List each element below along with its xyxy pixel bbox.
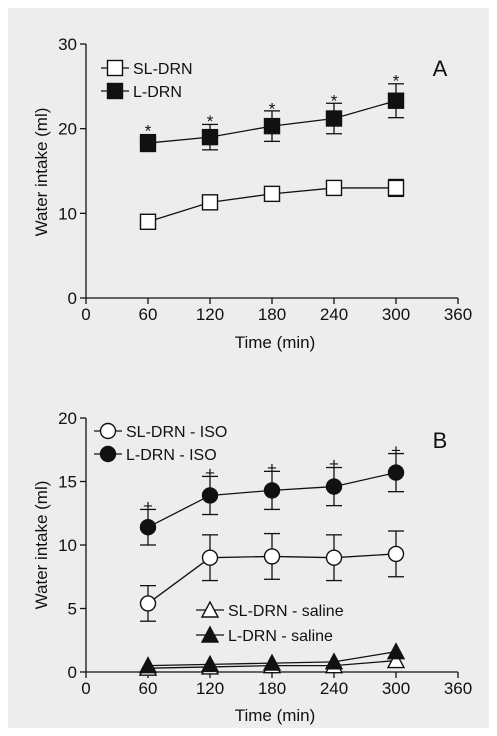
significance-mark: + [391,441,401,460]
data-point-0 [387,179,405,197]
data-point-3 [138,656,158,674]
xlabel-b: Time (min) [235,706,316,725]
data-point-1 [139,134,157,152]
x-tick-label: 120 [196,679,224,698]
x-tick-label: 180 [258,679,286,698]
data-point-3 [324,652,344,670]
legend-label: L-DRN - ISO [126,447,217,464]
ylabel-a: Water intake (ml) [32,108,51,237]
x-tick-label: 60 [139,305,158,324]
legend-label: L-DRN [133,84,182,101]
data-point-1 [201,487,219,504]
significance-mark: + [267,459,277,478]
significance-mark: + [205,464,215,483]
x-tick-label: 300 [382,305,410,324]
x-tick-label: 240 [320,679,348,698]
data-point-1 [263,482,281,499]
data-point-0 [139,595,157,612]
significance-mark: * [331,92,338,111]
data-point-1 [325,110,343,127]
y-tick-label: 5 [68,600,77,619]
x-tick-label: 180 [258,305,286,324]
legend-label: SL-DRN - ISO [126,424,227,441]
significance-mark: * [393,71,400,90]
chart-panel-b: Water intake (ml) Time (min) B 0 5 10 15 20 0… [32,409,472,725]
legend-marker [106,59,124,77]
legend-label: SL-DRN [133,61,193,78]
data-point-1 [139,519,157,536]
legend-marker [200,600,220,618]
data-point-1 [263,117,281,135]
legend-marker [99,422,117,440]
panel-label-b: B [433,428,448,453]
x-tick-label: 0 [81,305,90,324]
data-point-2 [386,651,406,669]
significance-mark: + [143,497,153,516]
panel-label-a: A [433,56,448,81]
data-point-0 [201,194,219,211]
figure-background [8,8,489,728]
x-tick-label: 0 [81,679,90,698]
data-point-0 [325,549,343,566]
significance-mark: * [207,112,214,131]
data-point-0 [139,213,157,231]
y-tick-label: 10 [58,204,77,223]
data-point-1 [325,478,343,495]
y-tick-label: 20 [58,120,77,139]
significance-mark: + [329,455,339,474]
data-point-3 [262,653,282,671]
legend-marker [106,82,124,100]
xlabel-a: Time (min) [235,333,316,352]
data-point-0 [263,548,281,565]
ylabel-b: Water intake (ml) [32,481,51,610]
significance-mark: * [145,121,152,140]
legend-label: SL-DRN - saline [228,603,344,620]
y-tick-label: 10 [58,536,77,555]
legend-marker [99,445,117,463]
data-point-3 [386,642,406,660]
x-tick-label: 300 [382,679,410,698]
x-tick-label: 360 [444,305,472,324]
data-point-1 [387,92,405,109]
data-point-3 [200,654,220,673]
x-tick-label: 360 [444,679,472,698]
data-point-0 [263,185,281,203]
data-point-0 [387,545,405,563]
data-point-1 [387,464,405,481]
data-point-0 [201,549,219,566]
y-tick-label: 0 [68,289,77,308]
y-tick-label: 0 [68,663,77,682]
y-tick-label: 15 [58,473,77,492]
significance-mark: * [269,99,276,118]
legend-label: L-DRN - saline [228,628,333,645]
x-tick-label: 240 [320,305,348,324]
x-tick-label: 60 [139,679,158,698]
data-point-0 [325,179,343,197]
x-tick-label: 120 [196,305,224,324]
y-tick-label: 20 [58,409,77,428]
y-tick-label: 30 [58,35,77,54]
data-point-1 [201,128,219,146]
legend-marker [200,625,220,643]
